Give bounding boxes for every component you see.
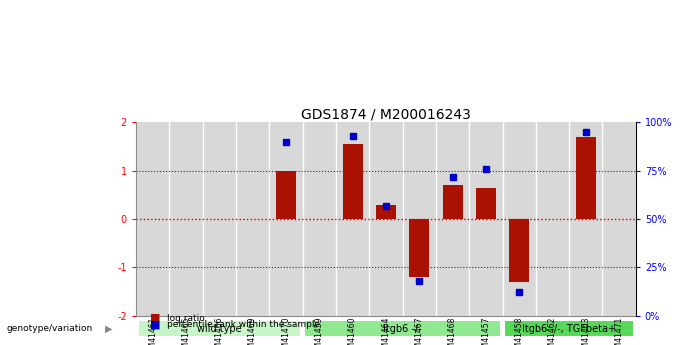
FancyBboxPatch shape <box>504 320 634 337</box>
Bar <box>569 122 602 316</box>
Bar <box>469 122 503 316</box>
Bar <box>536 122 569 316</box>
Text: GSM41460: GSM41460 <box>348 316 357 345</box>
Text: GSM41465: GSM41465 <box>182 316 190 345</box>
Text: GSM41469: GSM41469 <box>248 316 257 345</box>
Text: ■: ■ <box>150 313 160 323</box>
Bar <box>203 122 236 316</box>
Bar <box>436 122 469 316</box>
Text: Itgb6 -/-, TGFbeta+: Itgb6 -/-, TGFbeta+ <box>522 324 616 334</box>
Text: GSM41471: GSM41471 <box>615 316 624 345</box>
Bar <box>169 122 203 316</box>
Text: GSM41461: GSM41461 <box>148 316 157 345</box>
Bar <box>443 185 462 219</box>
Text: genotype/variation: genotype/variation <box>7 324 93 333</box>
Text: GSM41468: GSM41468 <box>448 316 457 345</box>
Bar <box>336 122 369 316</box>
Text: log ratio: log ratio <box>167 314 205 323</box>
Bar <box>236 122 269 316</box>
Text: GSM41457: GSM41457 <box>481 316 490 345</box>
Bar <box>476 188 496 219</box>
FancyBboxPatch shape <box>137 320 301 337</box>
Bar <box>136 122 169 316</box>
Bar <box>509 219 529 282</box>
Bar <box>576 137 596 219</box>
Bar <box>269 122 303 316</box>
Bar <box>403 122 436 316</box>
Text: GSM41458: GSM41458 <box>515 316 524 345</box>
Text: GSM41464: GSM41464 <box>381 316 390 345</box>
Bar <box>343 144 362 219</box>
Bar <box>602 122 636 316</box>
Text: percentile rank within the sample: percentile rank within the sample <box>167 321 320 329</box>
Bar <box>303 122 336 316</box>
Text: wild type: wild type <box>197 324 241 334</box>
Text: GSM41459: GSM41459 <box>315 316 324 345</box>
Text: GSM41470: GSM41470 <box>282 316 290 345</box>
Text: GSM41467: GSM41467 <box>415 316 424 345</box>
FancyBboxPatch shape <box>304 320 501 337</box>
Bar <box>369 122 403 316</box>
Bar <box>376 205 396 219</box>
Bar <box>409 219 429 277</box>
Text: GSM41462: GSM41462 <box>548 316 557 345</box>
Bar <box>503 122 536 316</box>
Text: Itgb6 -/-: Itgb6 -/- <box>384 324 422 334</box>
Title: GDS1874 / M200016243: GDS1874 / M200016243 <box>301 107 471 121</box>
Text: ■: ■ <box>150 320 160 330</box>
Text: GSM41466: GSM41466 <box>215 316 224 345</box>
Bar <box>276 171 296 219</box>
Text: ▶: ▶ <box>105 324 113 334</box>
Text: GSM41463: GSM41463 <box>581 316 590 345</box>
